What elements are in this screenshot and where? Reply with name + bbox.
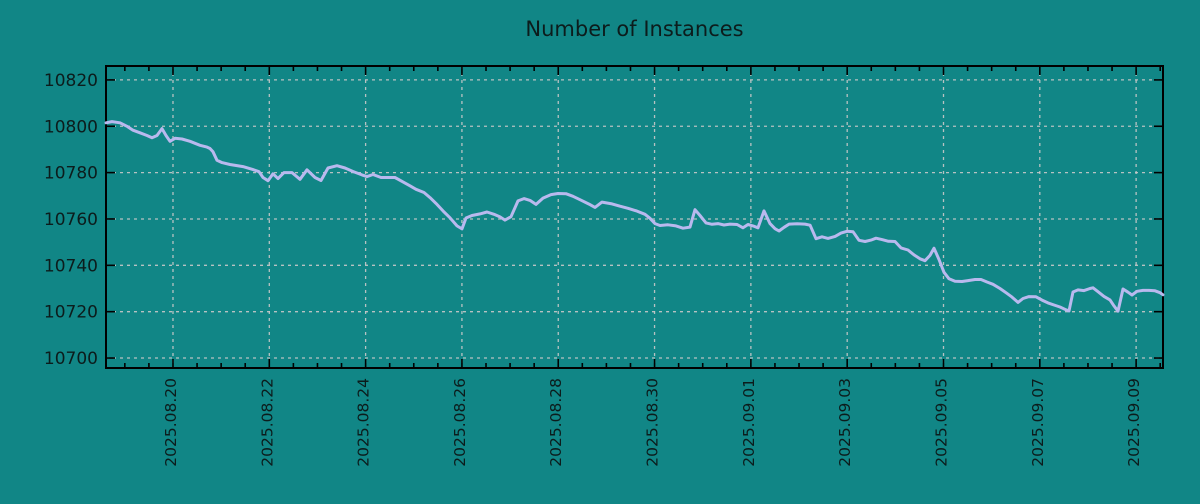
x-tick-label: 2025.08.24 xyxy=(355,378,373,467)
x-tick-label: 2025.08.22 xyxy=(258,378,276,467)
x-tick-label: 2025.08.30 xyxy=(644,378,662,467)
x-tick-label: 2025.09.01 xyxy=(740,378,758,467)
x-tick-label: 2025.09.09 xyxy=(1125,378,1143,467)
y-tick-label: 10820 xyxy=(44,71,98,91)
y-tick-label: 10720 xyxy=(44,303,98,323)
plot-border xyxy=(105,65,1164,369)
data-line-instances xyxy=(104,120,1165,313)
x-tick-label: 2025.09.03 xyxy=(836,378,854,467)
x-tick-label: 2025.08.26 xyxy=(451,378,469,467)
x-tick-label: 2025.09.05 xyxy=(933,378,951,467)
y-tick-label: 10740 xyxy=(44,256,98,276)
y-tick-label: 10800 xyxy=(44,117,98,137)
y-tick-label: 10780 xyxy=(44,164,98,184)
x-tick-label: 2025.08.20 xyxy=(162,378,180,467)
y-tick-label: 10700 xyxy=(44,349,98,369)
chart-title: Number of Instances xyxy=(525,17,744,41)
x-tick-label: 2025.08.28 xyxy=(547,378,565,467)
x-tick-label: 2025.09.07 xyxy=(1029,378,1047,467)
y-tick-label: 10760 xyxy=(44,210,98,230)
